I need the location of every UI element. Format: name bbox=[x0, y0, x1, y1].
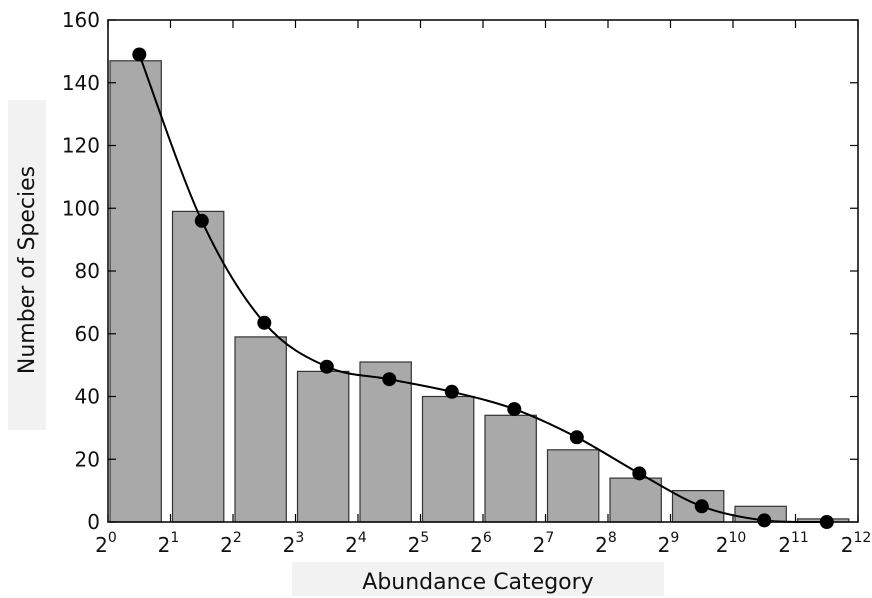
bar bbox=[296, 370, 350, 523]
x-tick-label: 22 bbox=[220, 530, 242, 557]
x-tick-label: 26 bbox=[470, 530, 492, 557]
y-tick-label: 60 bbox=[75, 322, 100, 346]
x-tick-label: 20 bbox=[95, 530, 117, 557]
data-point bbox=[319, 359, 334, 374]
bar bbox=[171, 210, 225, 523]
bar bbox=[546, 449, 600, 523]
data-point bbox=[757, 513, 772, 528]
y-tick-label: 120 bbox=[62, 134, 100, 158]
y-tick-label: 0 bbox=[87, 510, 100, 534]
x-tick-label: 27 bbox=[533, 530, 555, 557]
bar bbox=[359, 361, 412, 523]
x-tick-label: 29 bbox=[658, 530, 680, 557]
x-tick-label: 212 bbox=[841, 530, 872, 557]
bar bbox=[484, 414, 537, 523]
bars bbox=[109, 60, 850, 523]
x-axis-title: Abundance Category bbox=[362, 570, 593, 595]
data-point bbox=[132, 47, 147, 62]
data-point bbox=[257, 315, 272, 330]
ylabel-background bbox=[8, 100, 46, 430]
data-point bbox=[694, 499, 709, 514]
x-axis: 20 21 22 23 24 25 26 27 28 29 210 211 212 bbox=[95, 20, 871, 557]
data-point bbox=[507, 402, 522, 417]
x-tick-label: 23 bbox=[283, 530, 305, 557]
data-point bbox=[382, 372, 397, 387]
bar bbox=[109, 60, 162, 523]
data-point bbox=[444, 384, 459, 399]
bar bbox=[421, 395, 475, 523]
y-tick-label: 20 bbox=[75, 447, 100, 471]
x-tick-label: 211 bbox=[778, 530, 809, 557]
y-tick-label: 100 bbox=[62, 196, 100, 220]
data-point bbox=[569, 430, 584, 445]
bar bbox=[609, 477, 662, 523]
line-series bbox=[132, 47, 834, 529]
y-tick-label: 80 bbox=[75, 259, 100, 283]
x-tick-label: 21 bbox=[158, 530, 180, 557]
xlabel-background bbox=[292, 562, 664, 596]
x-tick-label: 28 bbox=[595, 530, 617, 557]
bar bbox=[234, 336, 287, 523]
x-tick-label: 210 bbox=[716, 530, 747, 557]
y-tick-label: 40 bbox=[75, 385, 100, 409]
y-axis-title: Number of Species bbox=[15, 166, 40, 374]
x-tick-label: 25 bbox=[408, 530, 430, 557]
x-tick-label: 24 bbox=[345, 530, 367, 557]
data-point bbox=[632, 466, 647, 481]
data-point bbox=[194, 213, 209, 228]
y-tick-label: 140 bbox=[62, 71, 100, 95]
y-axis: 0 20 40 60 80 100 120 140 160 bbox=[62, 8, 858, 534]
y-tick-label: 160 bbox=[62, 8, 100, 32]
